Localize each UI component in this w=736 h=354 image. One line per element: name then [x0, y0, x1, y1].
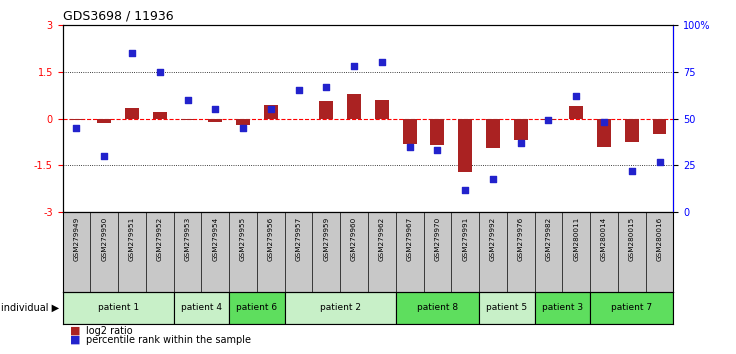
Bar — [597, 119, 611, 147]
Bar — [486, 119, 500, 148]
Text: patient 4: patient 4 — [181, 303, 222, 313]
Bar — [63, 292, 174, 324]
Point — [348, 63, 360, 69]
Bar — [542, 119, 556, 120]
Text: GSM280016: GSM280016 — [657, 216, 662, 261]
Bar — [236, 119, 250, 125]
Bar — [180, 119, 194, 120]
Text: GSM279976: GSM279976 — [517, 216, 524, 261]
Point — [459, 187, 471, 193]
Text: GSM279960: GSM279960 — [351, 216, 357, 261]
Point — [99, 153, 110, 159]
Bar — [208, 119, 222, 122]
Point — [265, 106, 277, 112]
Text: percentile rank within the sample: percentile rank within the sample — [86, 335, 251, 345]
Point — [404, 144, 416, 149]
Text: individual ▶: individual ▶ — [1, 303, 59, 313]
Text: GSM279992: GSM279992 — [490, 216, 496, 261]
Point — [570, 93, 582, 99]
Text: patient 6: patient 6 — [236, 303, 277, 313]
Point — [515, 140, 527, 146]
Bar — [431, 119, 445, 145]
Bar — [347, 93, 361, 119]
Bar — [125, 108, 139, 119]
Bar — [653, 119, 667, 134]
Text: GSM279959: GSM279959 — [323, 216, 329, 261]
Text: GSM280011: GSM280011 — [573, 216, 579, 261]
Text: patient 1: patient 1 — [98, 303, 138, 313]
Text: GSM279953: GSM279953 — [185, 216, 191, 261]
Bar — [264, 104, 277, 119]
Text: GSM279967: GSM279967 — [407, 216, 413, 261]
Point — [598, 120, 610, 125]
Bar — [69, 119, 83, 120]
Bar — [396, 292, 479, 324]
Text: GSM279954: GSM279954 — [212, 216, 219, 261]
Text: GSM279962: GSM279962 — [379, 216, 385, 261]
Bar — [479, 292, 534, 324]
Point — [626, 168, 637, 174]
Text: GSM279991: GSM279991 — [462, 216, 468, 261]
Bar — [625, 119, 639, 142]
Text: GSM280015: GSM280015 — [629, 216, 634, 261]
Text: GSM279952: GSM279952 — [157, 216, 163, 261]
Text: GSM279950: GSM279950 — [102, 216, 107, 261]
Point — [320, 84, 332, 90]
Point — [654, 159, 665, 165]
Text: ■: ■ — [70, 326, 80, 336]
Text: patient 3: patient 3 — [542, 303, 583, 313]
Text: GSM279956: GSM279956 — [268, 216, 274, 261]
Point — [126, 50, 138, 56]
Point — [237, 125, 249, 131]
Bar — [285, 292, 396, 324]
Bar — [319, 101, 333, 119]
Text: GSM279951: GSM279951 — [129, 216, 135, 261]
Text: GSM279949: GSM279949 — [74, 216, 79, 261]
Text: GSM279957: GSM279957 — [296, 216, 302, 261]
Text: GSM279955: GSM279955 — [240, 216, 246, 261]
Point — [487, 176, 499, 182]
Bar — [174, 292, 229, 324]
Point — [431, 148, 443, 153]
Point — [376, 59, 388, 65]
Bar — [570, 106, 583, 119]
Text: GDS3698 / 11936: GDS3698 / 11936 — [63, 9, 173, 22]
Bar — [153, 112, 166, 119]
Point — [182, 97, 194, 103]
Bar — [514, 119, 528, 141]
Text: patient 8: patient 8 — [417, 303, 458, 313]
Bar — [375, 100, 389, 119]
Text: log2 ratio: log2 ratio — [86, 326, 132, 336]
Bar — [459, 119, 472, 172]
Point — [71, 125, 82, 131]
Text: patient 5: patient 5 — [486, 303, 528, 313]
Bar — [97, 119, 111, 123]
Bar — [590, 292, 673, 324]
Text: patient 2: patient 2 — [319, 303, 361, 313]
Point — [154, 69, 166, 74]
Point — [542, 118, 554, 123]
Text: GSM280014: GSM280014 — [601, 216, 607, 261]
Bar — [403, 119, 417, 144]
Text: ■: ■ — [70, 335, 80, 345]
Point — [293, 87, 305, 93]
Text: GSM279970: GSM279970 — [434, 216, 440, 261]
Text: GSM279982: GSM279982 — [545, 216, 551, 261]
Bar — [534, 292, 590, 324]
Text: patient 7: patient 7 — [611, 303, 652, 313]
Point — [210, 106, 222, 112]
Bar — [229, 292, 285, 324]
